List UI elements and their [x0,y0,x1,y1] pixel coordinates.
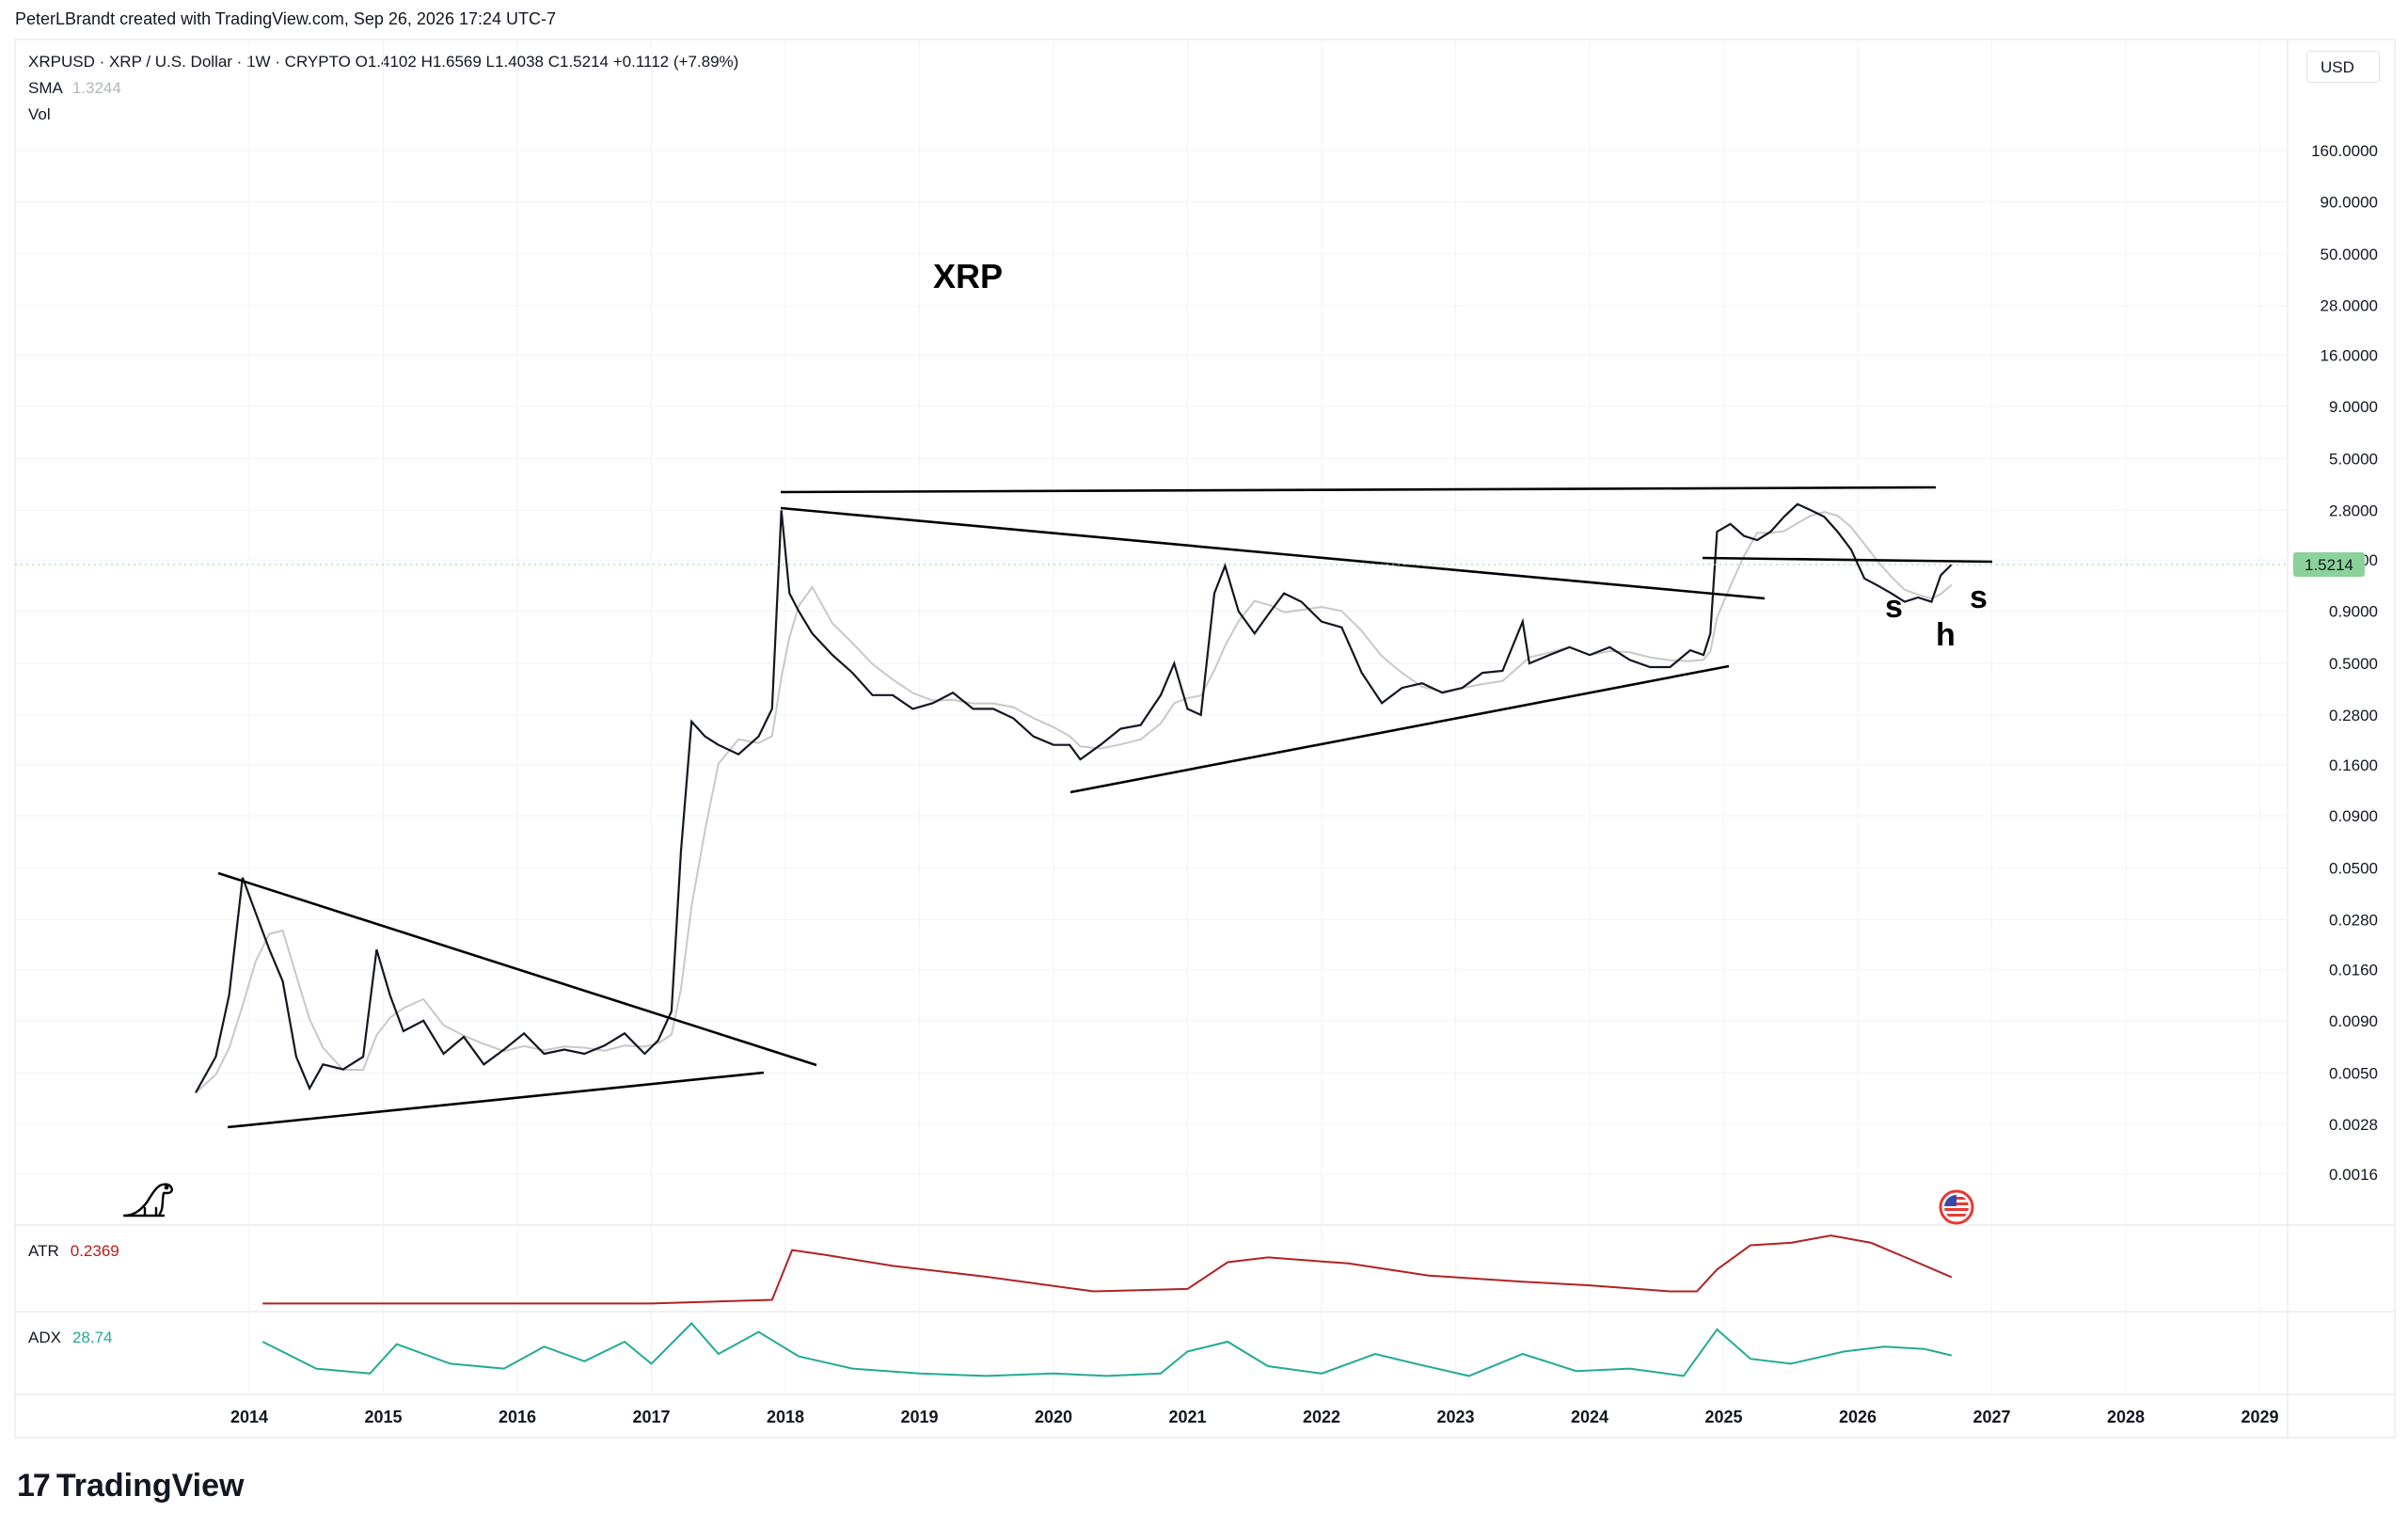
time-axis-label: 2028 [2107,1408,2145,1426]
tradingview-mark-icon: 17 [17,1468,51,1504]
chart-title: XRP [933,257,1003,295]
annotation-right-shoulder: s [1970,580,1988,615]
price-axis-label: 16.0000 [2321,347,2378,365]
last-price-label: 1.5214 [2305,556,2353,574]
dinosaur-icon [122,1183,173,1218]
time-axis-label: 2027 [1972,1408,2010,1426]
last-price-tag: 1.5214 [15,551,2365,577]
time-axis-label: 2014 [230,1408,268,1426]
time-axis-label: 2029 [2241,1408,2278,1426]
triangle-2-lower-trendline [1069,664,1730,794]
price-axis-label: 0.0280 [2329,912,2378,930]
triangle-1-upper-trendline [217,871,817,1067]
time-axis-label: 2026 [1839,1408,1877,1426]
price-axis-label: 5.0000 [2329,451,2378,469]
time-axis: 2014 2015 2016 2017 2018 2019 2020 2021 2022 2023… [230,1408,2279,1426]
price-line [195,502,1953,1093]
annotation-left-shoulder: s [1885,589,1903,625]
price-axis-label: 0.0028 [2329,1116,2378,1134]
price-axis-label: 0.1600 [2329,756,2378,774]
time-axis-label: 2023 [1436,1408,1474,1426]
time-axis-label: 2019 [900,1408,938,1426]
atr-legend[interactable]: ATR 0.2369 [28,1242,119,1261]
time-axis-label: 2017 [632,1408,670,1426]
chart-frame [14,39,2396,1439]
tradingview-logo[interactable]: 17 TradingView [17,1468,244,1504]
atr-value: 0.2369 [70,1242,119,1260]
price-axis-label: 50.0000 [2321,246,2378,263]
trendlines [217,485,1993,1129]
price-axis-label: 0.0050 [2329,1064,2378,1082]
sma-legend[interactable]: SMA 1.3244 [28,79,121,98]
price-axis-label: 90.0000 [2321,193,2378,211]
price-axis-label: 0.9000 [2329,603,2378,621]
triangle-2-upper-trendline [780,506,1766,600]
adx-legend[interactable]: ADX 28.74 [28,1329,113,1347]
price-axis-label: 0.2800 [2329,707,2378,724]
time-axis-label: 2021 [1168,1408,1206,1426]
price-axis-label: 0.0900 [2329,807,2378,825]
us-flag-event-icon[interactable] [1939,1189,1974,1225]
resistance-trendline [780,485,1937,494]
price-axis-label: 0.0090 [2329,1012,2378,1030]
tradingview-wordmark: TradingView [55,1468,245,1504]
sma-label: SMA [28,79,63,97]
attribution: PeterLBrandt created with TradingView.co… [15,9,556,28]
triangle-1-lower-trendline [227,1071,765,1129]
atr-label: ATR [28,1242,59,1260]
price-axis: 160.0000 90.0000 50.0000 28.0000 16.0000 9.00… [2311,142,2378,1184]
neckline-trendline [1702,556,1993,564]
time-axis-label: 2016 [499,1408,536,1426]
adx-line [261,1322,1953,1377]
sma-value: 1.3244 [71,79,121,97]
time-axis-label: 2020 [1035,1408,1072,1426]
time-axis-label: 2018 [767,1408,804,1426]
time-axis-label: 2024 [1571,1408,1608,1426]
currency-button[interactable]: USD [2306,51,2380,83]
price-axis-label: 28.0000 [2321,297,2378,315]
price-axis-label: 160.0000 [2311,142,2378,160]
atr-line [262,1234,1953,1305]
time-axis-label: 2025 [1704,1408,1742,1426]
price-axis-label: 0.5000 [2329,655,2378,673]
price-axis-label: 0.0016 [2329,1166,2378,1184]
time-axis-label: 2022 [1303,1408,1340,1426]
price-axis-label: 0.0500 [2329,860,2378,878]
sma-line [195,511,1953,1094]
annotation-head: h [1936,617,1956,653]
price-axis-label: 9.0000 [2329,398,2378,416]
vol-legend[interactable]: Vol [28,105,51,123]
price-axis-label: 0.0160 [2329,961,2378,979]
adx-value: 28.74 [71,1329,113,1346]
price-grid [15,40,2288,1394]
price-axis-label: 2.8000 [2329,501,2378,519]
time-axis-label: 2015 [364,1408,402,1426]
adx-label: ADX [28,1329,61,1346]
